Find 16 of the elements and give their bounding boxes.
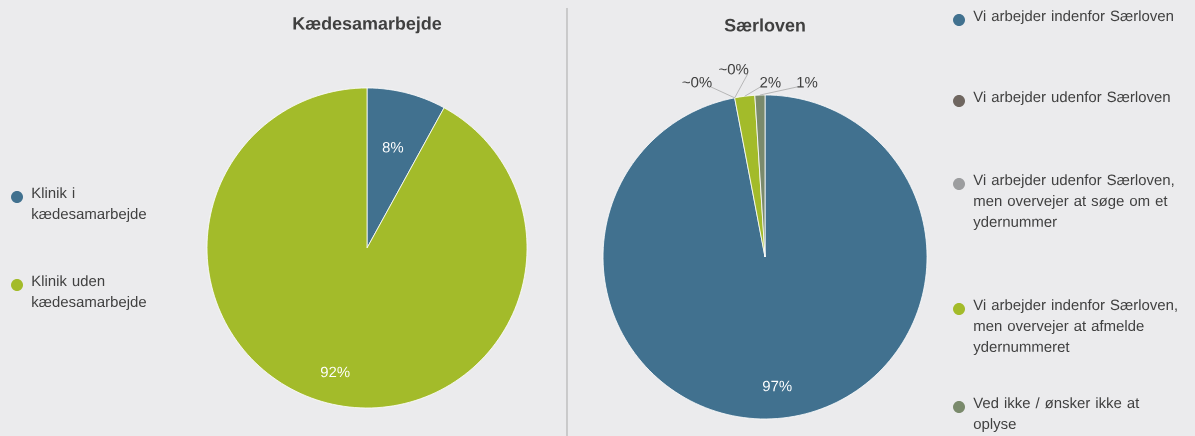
text: ~0%	[719, 63, 749, 75]
legend-label: Vi arbejder udenfor Særloven, men overvejer at søge om et ydernummer	[973, 173, 1174, 230]
legend-label: Klinik uden kædesamarbejde	[32, 274, 146, 310]
legend-label: Vi arbejder indenfor Særloven	[973, 9, 1173, 24]
legend-label: Klinik i kædesamarbejde	[32, 186, 146, 222]
data-label: 1%	[797, 76, 818, 88]
data-label: 92%	[320, 366, 350, 378]
data-label: 8%	[382, 141, 404, 153]
chart-title: Kædesamarbejde	[293, 16, 442, 34]
legend-label: Vi arbejder udenfor Særloven	[973, 90, 1170, 105]
data-label: 97%	[762, 380, 792, 392]
legend-label: Ved ikke / ønsker ikke at oplyse	[973, 396, 1140, 432]
chart-title: Særloven	[724, 18, 805, 32]
data-label: 2%	[760, 76, 781, 88]
legend-label: Vi arbejder indenfor Særloven, men overvejer at afmelde ydernummeret	[973, 298, 1177, 355]
text: ~0%	[682, 76, 712, 88]
